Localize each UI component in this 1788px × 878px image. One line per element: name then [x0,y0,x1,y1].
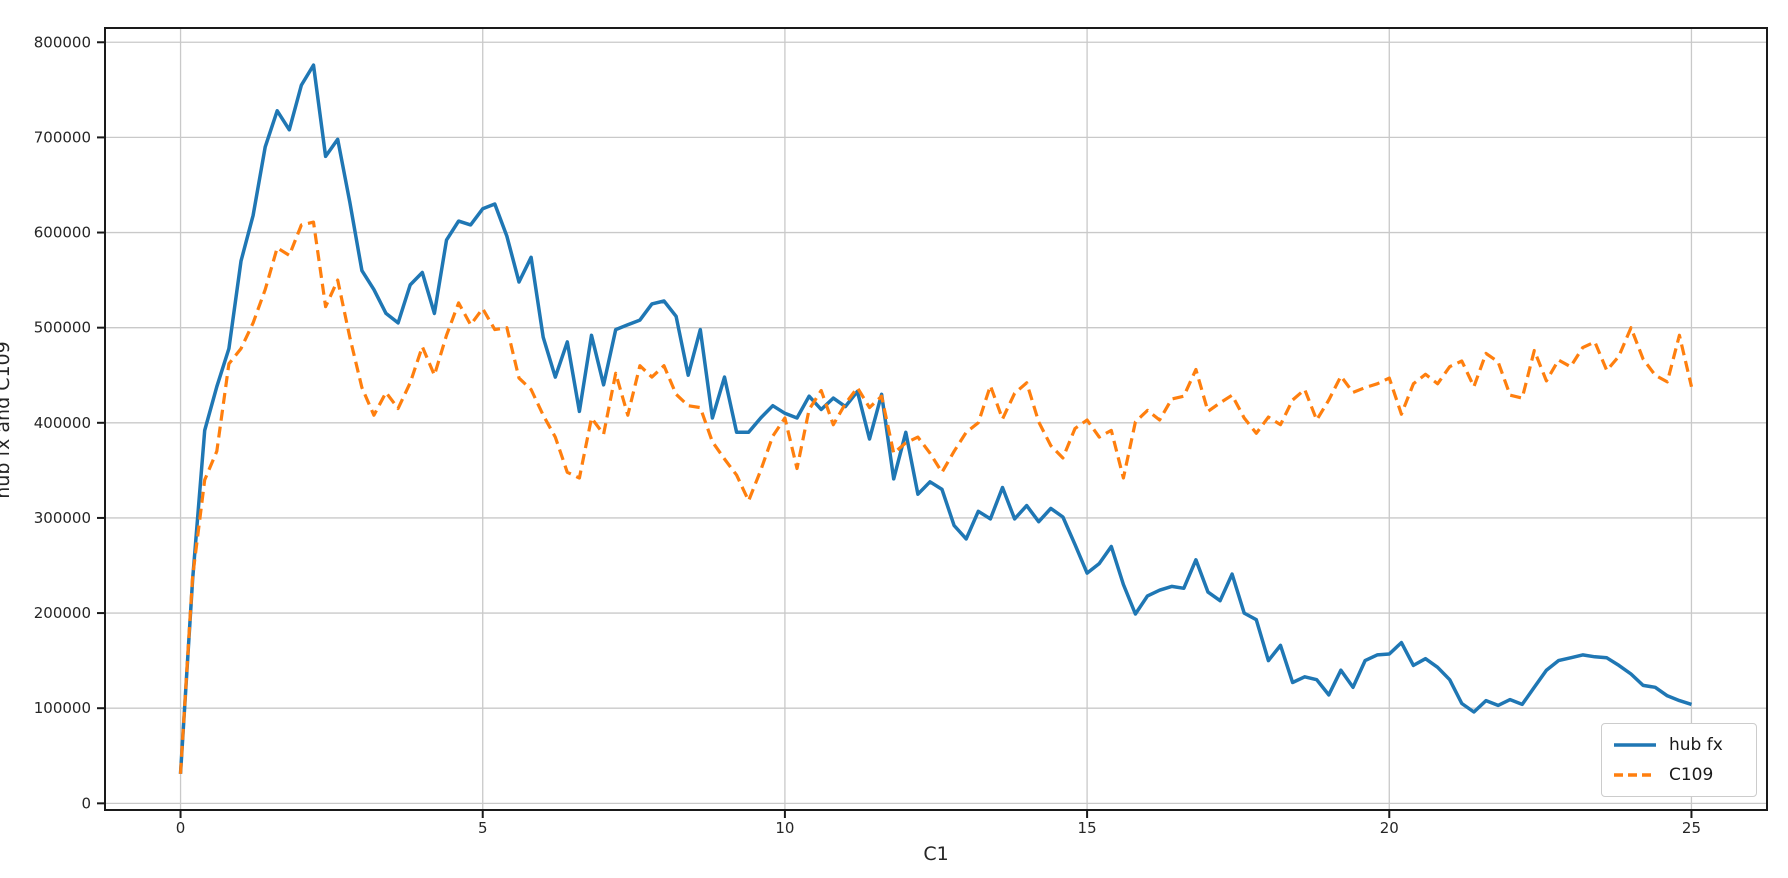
x-tick-label: 25 [1682,819,1701,837]
x-tick-label: 10 [775,819,794,837]
y-axis-label: hub fx and C109 [0,341,14,499]
y-tick-label: 300000 [34,509,91,527]
y-tick-label: 700000 [34,128,91,146]
plot-border [104,27,1768,811]
legend-entry-hub-fx: hub fx [1612,735,1746,755]
y-tick-label: 800000 [34,33,91,51]
x-tick-label: 15 [1078,819,1097,837]
y-tick-label: 100000 [34,699,91,717]
y-tick-label: 600000 [34,224,91,242]
series-line-hub-fx [178,63,1693,774]
x-axis-label: C1 [923,843,949,865]
y-tick-label: 0 [81,794,91,812]
series-line-C109 [178,220,1694,774]
y-tick-label: 500000 [34,319,91,337]
legend-entry-c109: C109 [1612,765,1746,785]
y-tick-label: 400000 [34,414,91,432]
legend-line-dashed-icon [1614,772,1656,777]
legend-label-hub-fx: hub fx [1669,735,1723,756]
legend-line-solid-icon [1614,743,1656,748]
legend-label-c109: C109 [1669,764,1714,785]
x-tick-label: 5 [478,819,488,837]
x-tick-label: 20 [1380,819,1399,837]
y-tick-label: 200000 [34,604,91,622]
x-tick-label: 0 [176,819,186,837]
legend: hub fx C109 [1601,723,1757,797]
